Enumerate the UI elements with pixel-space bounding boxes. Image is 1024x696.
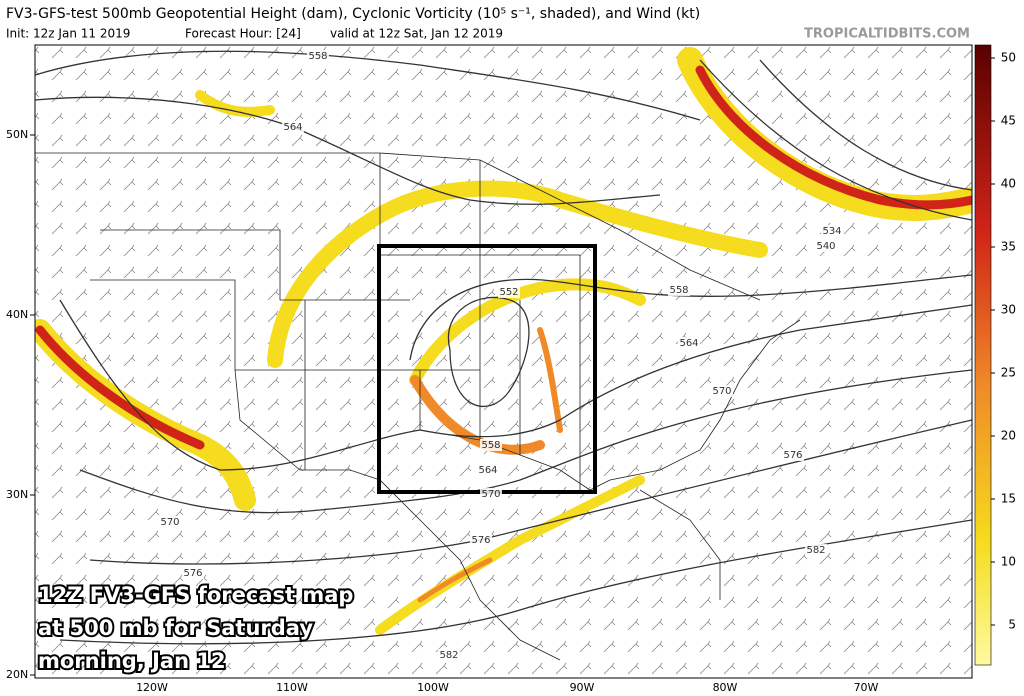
contour-label: 558 xyxy=(669,285,688,296)
colorbar-label: 5 xyxy=(1008,618,1016,632)
contour-label-bg xyxy=(711,385,733,397)
colorbar-label: 25 xyxy=(1001,366,1016,380)
contour-label-bg xyxy=(480,488,502,500)
site: TROPICALTIDBITS.COM xyxy=(804,27,970,42)
vorticity xyxy=(35,47,972,635)
contour-label: 540 xyxy=(816,241,835,252)
contour-label-bg xyxy=(159,516,181,528)
map xyxy=(35,45,972,678)
colorbar-label: 50 xyxy=(1001,51,1016,65)
contour-label-bg xyxy=(182,567,204,579)
borders xyxy=(35,152,801,661)
contour-label: 564 xyxy=(679,338,698,349)
contour-label-bg xyxy=(782,449,804,461)
contour-label-bg xyxy=(477,464,499,476)
contour-label-bg xyxy=(480,439,502,451)
init: Init: 12z Jan 11 2019 xyxy=(6,27,130,41)
contour-label: 582 xyxy=(439,650,458,661)
latitude-label: 50N xyxy=(6,128,28,141)
contour-label: 552 xyxy=(499,287,518,298)
title: FV3-GFS-test 500mb Geopotential Height (… xyxy=(6,6,700,22)
contour-label-bg xyxy=(805,544,827,556)
contour-label-bg xyxy=(438,649,460,661)
longitude-label: 70W xyxy=(854,681,879,694)
longitude-label: 120W xyxy=(136,681,168,694)
caption-line: at 500 mb for Saturday xyxy=(38,616,313,640)
latitude-label: 30N xyxy=(6,488,28,501)
latitude-label: 20N xyxy=(6,668,28,681)
colorbar-label: 35 xyxy=(1001,240,1016,254)
caption-line: morning, Jan 12 xyxy=(38,649,226,673)
colorbar-label: 45 xyxy=(1001,114,1016,128)
caption-line: 12Z FV3-GFS forecast map xyxy=(38,583,353,607)
contour-label-bg xyxy=(821,225,843,237)
colorbar-label: 40 xyxy=(1001,177,1016,191)
longitude-label: 90W xyxy=(570,681,595,694)
contour-label: 570 xyxy=(712,386,731,397)
contour-label: 570 xyxy=(160,517,179,528)
colorbar xyxy=(974,44,992,666)
contour-label: 564 xyxy=(283,122,302,133)
valid-time: valid at 12z Sat, Jan 12 2019 xyxy=(330,27,503,41)
contour-label-bg xyxy=(815,240,837,252)
contour-label: 576 xyxy=(471,535,490,546)
contour-label-bg xyxy=(498,286,520,298)
contour-label: 570 xyxy=(481,489,500,500)
map-frame xyxy=(34,44,973,679)
contour-label: 564 xyxy=(478,465,497,476)
contour-label-bg xyxy=(678,337,700,349)
latitude-label: 40N xyxy=(6,308,28,321)
colorbar-label: 30 xyxy=(1001,303,1016,317)
contour-label: 576 xyxy=(183,568,202,579)
contour-label-bg xyxy=(470,534,492,546)
longitude-label: 110W xyxy=(276,681,308,694)
contour-label: 558 xyxy=(481,440,500,451)
colorbar-label: 20 xyxy=(1001,429,1016,443)
contour-label-bg xyxy=(307,50,329,62)
contour-label: 576 xyxy=(783,450,802,461)
contour-label: 534 xyxy=(822,226,841,237)
longitude-label: 100W xyxy=(417,681,449,694)
colorbar-label: 10 xyxy=(1001,555,1016,569)
contour-label-bg xyxy=(668,284,690,296)
contour-label-bg xyxy=(282,121,304,133)
forecast-hour: Forecast Hour: [24] xyxy=(185,27,301,41)
contour-label: 558 xyxy=(308,51,327,62)
colorbar-label: 15 xyxy=(1001,492,1016,506)
longitude-label: 80W xyxy=(713,681,738,694)
contour-label: 582 xyxy=(806,545,825,556)
